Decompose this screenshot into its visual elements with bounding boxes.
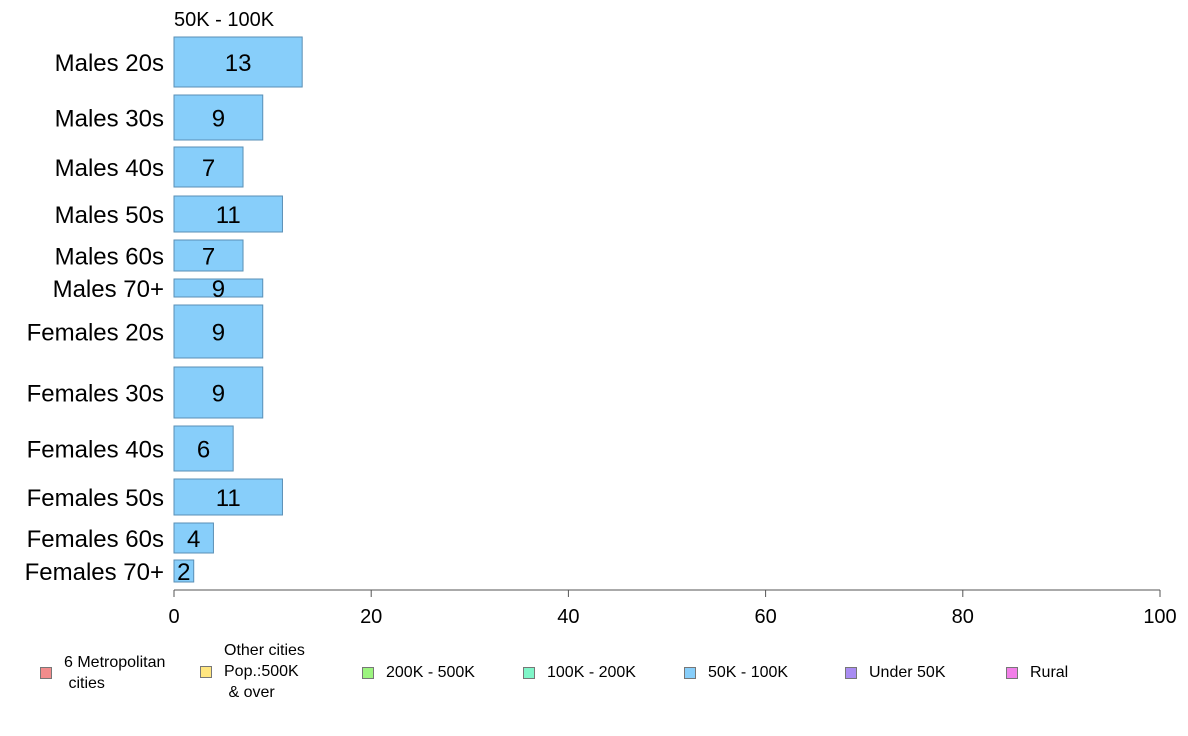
- legend-label: Other cities Pop.:500K & over: [224, 642, 305, 701]
- data-label: 7: [202, 155, 215, 182]
- bar-chart: 50K - 100K Males 20s 13 Males 30s 9 Males 40…: [25, 9, 1177, 628]
- bar: [173, 278, 264, 298]
- data-label: 7: [202, 244, 215, 271]
- legend-label: 200K - 500K: [386, 664, 475, 681]
- legend-item: Other cities Pop.:500K & over: [200, 640, 305, 703]
- legend-item: 100K - 200K: [523, 662, 636, 683]
- data-label: 2: [177, 559, 190, 586]
- bars-group: Males 20s 13 Males 30s 9 Males 40s 7 Males 50s…: [25, 36, 303, 586]
- bar: [173, 94, 264, 141]
- category-label: Females 70+: [25, 559, 164, 586]
- legend-label: 50K - 100K: [708, 664, 789, 681]
- data-label: 4: [187, 526, 200, 553]
- legend-label: 100K - 200K: [547, 664, 636, 681]
- category-label: Males 30s: [55, 106, 164, 133]
- bar: [173, 239, 244, 272]
- data-label: 9: [212, 106, 225, 133]
- x-tick-label: 20: [360, 606, 382, 628]
- category-label: Females 50s: [27, 485, 164, 512]
- bar: [173, 366, 264, 419]
- bar: [173, 478, 283, 516]
- data-label: 9: [212, 320, 225, 347]
- legend-swatch: [845, 666, 857, 679]
- bar: [173, 304, 264, 359]
- legend-swatch: [40, 667, 52, 679]
- bar: [173, 195, 283, 233]
- bar: [173, 425, 234, 472]
- data-label: 9: [212, 276, 225, 303]
- data-label: 13: [225, 50, 252, 77]
- legend-swatch: [362, 666, 374, 679]
- legend-item: 50K - 100K: [684, 662, 788, 683]
- bar: [173, 36, 303, 88]
- legend-swatch: [684, 666, 696, 679]
- legend-item: 6 Metropolitan cities: [40, 652, 165, 694]
- data-label: 11: [216, 485, 241, 512]
- category-label: Males 70+: [53, 276, 164, 303]
- x-axis: 0 20 40 60 80 100: [168, 589, 1177, 628]
- data-label: 6: [197, 437, 210, 464]
- legend-swatch: [523, 666, 535, 679]
- category-label: Males 50s: [55, 202, 164, 229]
- bar: [173, 146, 244, 188]
- category-label: Females 30s: [27, 381, 164, 408]
- x-tick-label: 0: [168, 606, 179, 628]
- bar: [173, 559, 195, 583]
- legend-item: Under 50K: [845, 662, 946, 683]
- legend-label: Rural: [1030, 664, 1069, 681]
- x-tick-label: 80: [952, 606, 974, 628]
- data-label: 11: [216, 202, 241, 229]
- legend-item: Rural: [1006, 662, 1068, 683]
- bar: [173, 522, 214, 554]
- x-tick-label: 40: [557, 606, 579, 628]
- legend-label: Under 50K: [869, 664, 946, 681]
- legend-swatch: [200, 665, 212, 678]
- category-label: Males 20s: [55, 50, 164, 77]
- x-tick-label: 100: [1143, 606, 1176, 628]
- x-tick-label: 60: [754, 606, 776, 628]
- data-label: 9: [212, 381, 225, 408]
- chart-title: 50K - 100K: [174, 9, 275, 31]
- category-label: Males 60s: [55, 244, 164, 271]
- legend: 6 Metropolitan cities Other cities Pop.:5…: [0, 640, 1188, 720]
- legend-swatch: [1006, 666, 1018, 679]
- category-label: Females 20s: [27, 320, 164, 347]
- legend-item: 200K - 500K: [362, 662, 475, 683]
- category-label: Females 40s: [27, 437, 164, 464]
- category-label: Males 40s: [55, 155, 164, 182]
- legend-label: 6 Metropolitan cities: [64, 654, 166, 692]
- category-label: Females 60s: [27, 526, 164, 553]
